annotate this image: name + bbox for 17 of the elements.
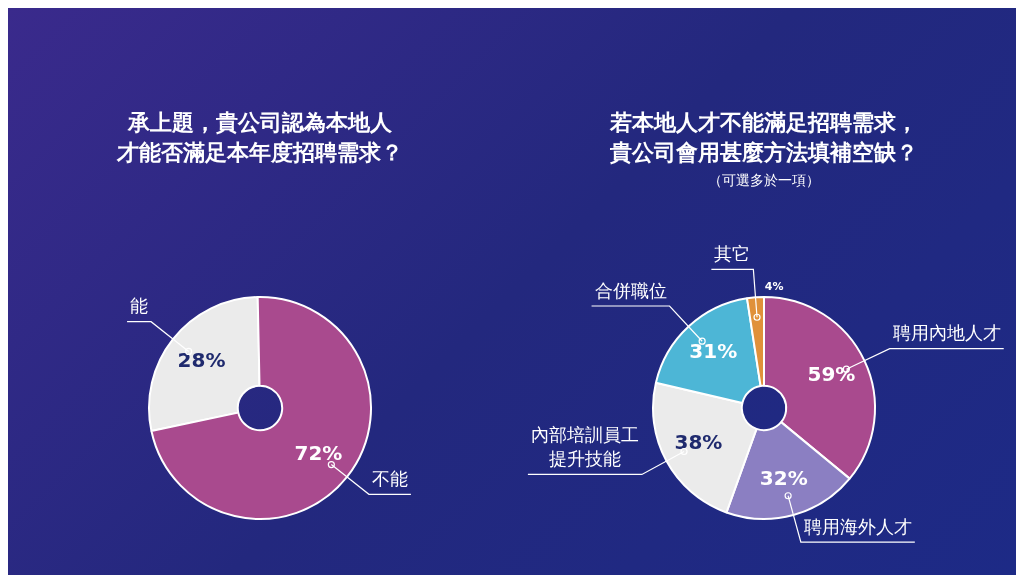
slice-label: 聘用內地人才: [892, 322, 1001, 344]
slice-label: 能: [130, 295, 149, 317]
data-label: 31%: [689, 339, 738, 364]
chart-title: 若本地人才不能滿足招聘需求，貴公司會用甚麼方法填補空缺？: [609, 109, 919, 167]
data-label: 38%: [674, 429, 723, 454]
data-label: 32%: [759, 466, 808, 491]
legend-label: 內部培訓員工提升技能: [530, 424, 639, 470]
chart-subtitle: （可選多於一項）: [707, 172, 821, 190]
data-label: 72%: [294, 440, 343, 465]
data-label: 59%: [807, 362, 856, 387]
slice-label: 不能: [371, 468, 408, 490]
data-label: 28%: [177, 347, 226, 372]
slice-label: 合併職位: [594, 279, 667, 301]
chart-title: 承上題，貴公司認為本地人才能否滿足本年度招聘需求？: [116, 109, 404, 167]
slice-label: 聘用海外人才: [803, 515, 912, 537]
slice-label: 其它: [714, 243, 751, 265]
data-label: 4%: [764, 280, 784, 294]
